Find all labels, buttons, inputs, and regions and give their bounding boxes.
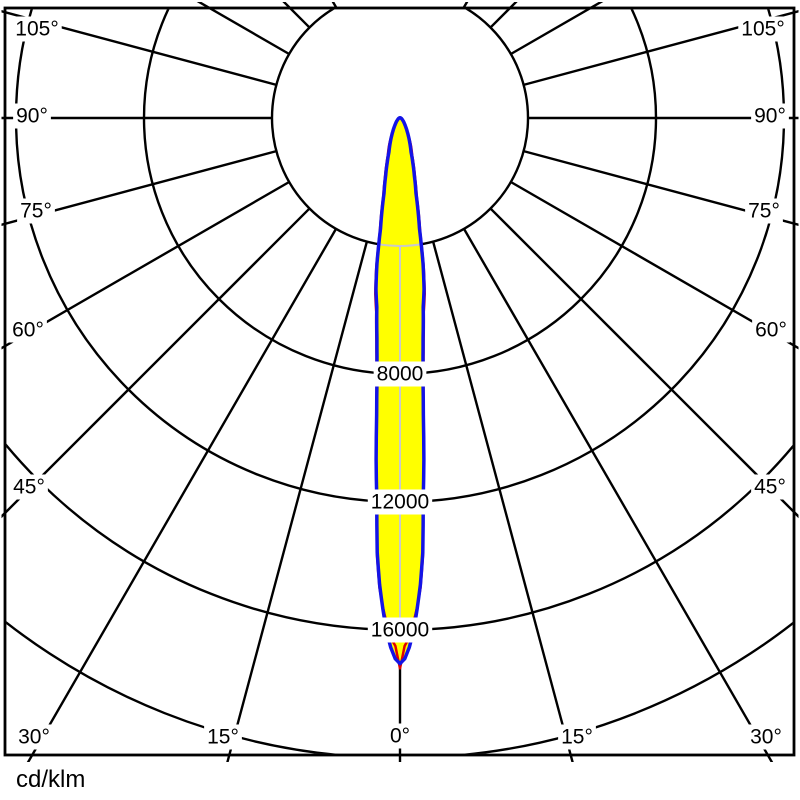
angle-label-105-14: 105°	[741, 18, 784, 41]
angle-label-60-3: 60°	[12, 319, 44, 342]
angle-label-15-6: 15°	[207, 726, 239, 749]
intensity-label-12000-bg	[367, 489, 433, 515]
angle-label-0-7: 0°	[390, 725, 410, 748]
grid-line-45deg	[488, 206, 799, 519]
unit-label: cd/klm	[16, 766, 86, 793]
angle-label-45-4-bg	[10, 474, 48, 500]
angle-label-45-10: 45°	[754, 476, 786, 499]
angle-label-90-13: 90°	[754, 105, 786, 128]
angle-label-30-9-bg	[747, 724, 785, 750]
angle-label-105-0-bg	[12, 16, 62, 42]
photometric-curve-blue	[374, 116, 426, 666]
plot-border	[3, 6, 796, 757]
angle-label-45-10-bg	[751, 474, 789, 500]
angle-label-15-8-bg	[558, 724, 596, 750]
angle-label-60-11-bg	[752, 317, 790, 343]
grid-line-30deg	[462, 227, 774, 762]
grid-line-105deg	[522, 9, 799, 87]
angle-label-15-8: 15°	[561, 726, 593, 749]
angle-label-90-1-bg	[13, 103, 51, 129]
intensity-label-8000-bg	[373, 361, 427, 387]
angle-label-75-12-bg	[745, 198, 783, 224]
intensity-label-12000: 12000	[371, 491, 429, 514]
grid-line-75deg	[522, 149, 799, 227]
angle-label-60-3-bg	[9, 317, 47, 343]
grid-line--15deg	[226, 240, 369, 762]
angle-label-45-4: 45°	[13, 476, 45, 499]
angle-label-30-5-bg	[15, 724, 53, 750]
angle-label-90-13-bg	[751, 103, 789, 129]
grey-circle-4000	[375, 117, 425, 247]
intensity-label-16000: 16000	[371, 619, 429, 642]
angle-label-90-1: 90°	[16, 105, 48, 128]
angle-label-105-0: 105°	[15, 18, 58, 41]
angle-label-30-9: 30°	[750, 726, 782, 749]
grid-line--60deg	[1, 180, 291, 350]
intensity-label-8000: 8000	[377, 363, 424, 386]
intensity-label-16000-bg	[367, 617, 433, 643]
angle-label-75-12: 75°	[748, 200, 780, 223]
grid-line--105deg	[1, 9, 278, 87]
angle-label-75-2-bg	[17, 198, 55, 224]
grid-line--75deg	[1, 149, 278, 227]
grid-line-15deg	[431, 240, 574, 762]
grid-line--45deg	[1, 206, 312, 519]
angle-label-105-14-bg	[738, 16, 788, 42]
grid-line--30deg	[26, 227, 338, 762]
grid-line-60deg	[509, 180, 799, 350]
angle-label-15-6-bg	[204, 724, 242, 750]
angle-label-30-5: 30°	[18, 726, 50, 749]
angle-label-75-2: 75°	[20, 200, 52, 223]
angle-label-60-11: 60°	[755, 319, 787, 342]
angle-label-0-7-bg	[386, 723, 414, 749]
